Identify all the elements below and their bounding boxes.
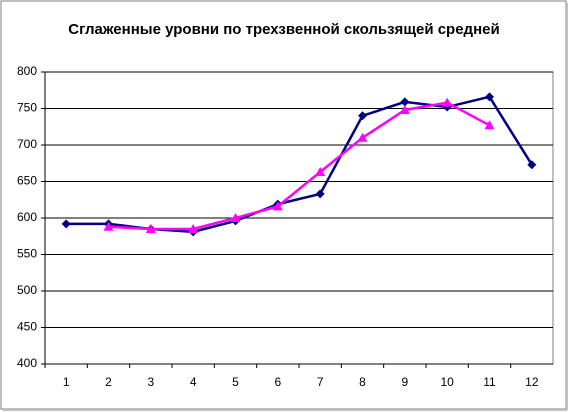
data-point	[442, 97, 453, 107]
x-tick-label: 11	[483, 375, 496, 389]
data-point	[230, 213, 241, 222]
y-tick-label: 400	[17, 356, 37, 370]
data-point	[527, 160, 537, 170]
y-tick-label: 650	[17, 174, 37, 188]
x-tick-label: 12	[525, 375, 539, 389]
x-tick-label: 8	[359, 375, 366, 389]
data-point	[315, 189, 325, 199]
data-point	[61, 219, 71, 229]
data-point	[484, 120, 495, 130]
y-tick-label: 600	[17, 210, 37, 224]
x-tick-label: 5	[232, 375, 239, 389]
data-point	[272, 201, 283, 211]
data-point	[315, 167, 326, 177]
x-tick-label: 10	[440, 375, 454, 389]
y-tick-label: 750	[17, 101, 37, 115]
data-point	[188, 223, 199, 233]
x-tick-label: 7	[317, 375, 324, 389]
x-tick-label: 1	[63, 375, 70, 389]
data-point	[399, 104, 410, 114]
data-point	[485, 92, 494, 102]
data-point	[357, 132, 368, 142]
series-line	[108, 101, 491, 231]
y-tick-label: 550	[17, 247, 37, 261]
data-point	[358, 111, 367, 121]
x-tick-label: 4	[190, 375, 197, 389]
data-point	[400, 97, 410, 107]
x-tick-label: 6	[274, 375, 281, 389]
data-point	[103, 221, 114, 231]
y-tick-label: 450	[17, 320, 37, 334]
data-point	[145, 223, 156, 233]
y-tick-label: 700	[17, 137, 37, 151]
x-tick-label: 3	[147, 375, 154, 389]
chart-title: Сглаженные уровни по трехзвенной скользя…	[68, 21, 499, 38]
x-tick-label: 2	[105, 375, 112, 389]
y-tick-label: 500	[17, 283, 37, 297]
x-tick-label: 9	[401, 375, 408, 389]
y-tick-label: 800	[17, 64, 37, 78]
